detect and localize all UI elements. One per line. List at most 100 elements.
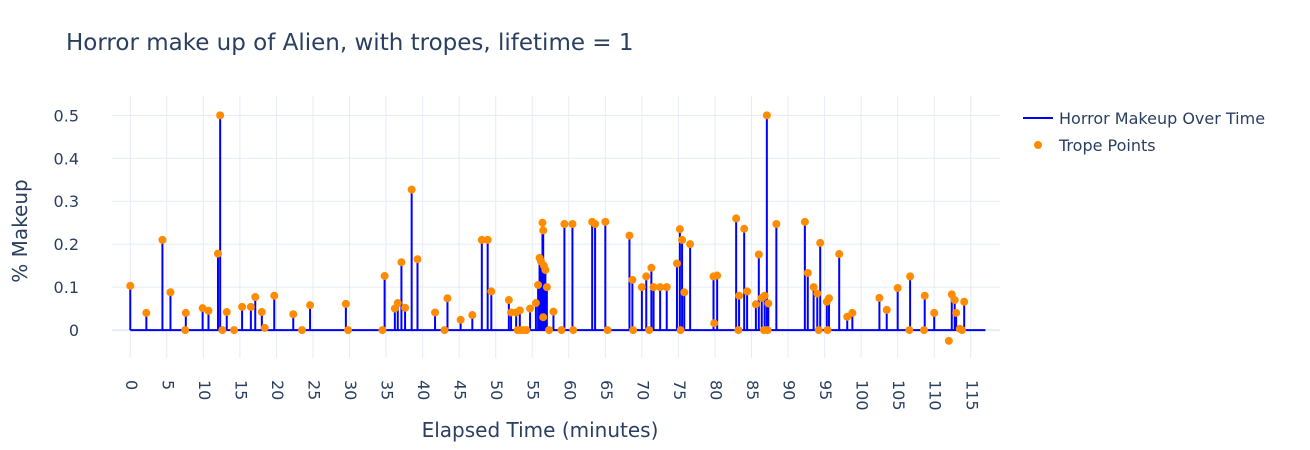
trope-point[interactable] <box>534 280 543 289</box>
trope-point[interactable] <box>835 250 844 259</box>
trope-point[interactable] <box>647 263 656 272</box>
trope-point[interactable] <box>642 272 651 281</box>
trope-point[interactable] <box>675 225 684 234</box>
trope-point[interactable] <box>204 306 213 315</box>
trope-point[interactable] <box>257 308 266 317</box>
trope-point[interactable] <box>678 235 687 244</box>
trope-point[interactable] <box>662 283 671 292</box>
trope-point[interactable] <box>222 308 231 317</box>
trope-point[interactable] <box>407 185 416 194</box>
trope-point[interactable] <box>710 319 719 328</box>
trope-point[interactable] <box>181 308 190 317</box>
trope-point[interactable] <box>483 235 492 244</box>
trope-point[interactable] <box>893 283 902 292</box>
trope-point[interactable] <box>672 259 681 268</box>
legend-label-points[interactable]: Trope Points <box>1058 136 1156 155</box>
trope-point[interactable] <box>468 311 477 320</box>
trope-point[interactable] <box>456 315 465 324</box>
trope-point[interactable] <box>401 303 410 312</box>
trope-point[interactable] <box>487 287 496 296</box>
trope-point[interactable] <box>823 326 832 335</box>
trope-point[interactable] <box>763 326 772 335</box>
trope-point[interactable] <box>531 299 540 308</box>
trope-point[interactable] <box>568 219 577 228</box>
trope-point[interactable] <box>306 301 315 310</box>
trope-point[interactable] <box>957 326 966 335</box>
trope-point[interactable] <box>603 326 612 335</box>
trope-point[interactable] <box>848 308 857 317</box>
trope-point[interactable] <box>764 299 773 308</box>
trope-point[interactable] <box>341 299 350 308</box>
trope-point[interactable] <box>230 326 239 335</box>
trope-point[interactable] <box>181 326 190 335</box>
trope-point[interactable] <box>126 281 135 290</box>
trope-point[interactable] <box>440 326 449 335</box>
trope-point[interactable] <box>591 219 600 228</box>
trope-point[interactable] <box>814 326 823 335</box>
trope-point[interactable] <box>397 258 406 267</box>
trope-point[interactable] <box>298 326 307 335</box>
trope-point[interactable] <box>238 302 247 311</box>
trope-point[interactable] <box>443 294 452 303</box>
trope-point[interactable] <box>569 326 578 335</box>
trope-point[interactable] <box>344 326 353 335</box>
trope-point[interactable] <box>645 326 654 335</box>
trope-point[interactable] <box>601 217 610 226</box>
trope-point[interactable] <box>166 288 175 297</box>
trope-point[interactable] <box>413 255 422 264</box>
trope-point[interactable] <box>813 289 822 298</box>
trope-point[interactable] <box>950 296 959 305</box>
trope-point[interactable] <box>686 240 695 249</box>
trope-point[interactable] <box>944 336 953 345</box>
trope-point[interactable] <box>477 235 486 244</box>
trope-point[interactable] <box>754 250 763 259</box>
trope-point[interactable] <box>732 214 741 223</box>
trope-point[interactable] <box>545 326 554 335</box>
trope-point[interactable] <box>216 111 225 120</box>
trope-point[interactable] <box>218 326 227 335</box>
trope-point[interactable] <box>380 271 389 280</box>
trope-point[interactable] <box>735 291 744 300</box>
trope-point[interactable] <box>919 326 928 335</box>
trope-point[interactable] <box>713 271 722 280</box>
trope-point[interactable] <box>539 313 548 322</box>
trope-point[interactable] <box>803 268 812 277</box>
trope-point[interactable] <box>800 217 809 226</box>
trope-point[interactable] <box>762 111 771 120</box>
trope-point[interactable] <box>538 218 547 227</box>
trope-point[interactable] <box>289 310 298 319</box>
trope-point[interactable] <box>504 296 513 305</box>
trope-point[interactable] <box>526 304 535 313</box>
trope-point[interactable] <box>751 300 760 309</box>
trope-point[interactable] <box>378 326 387 335</box>
trope-point[interactable] <box>824 294 833 303</box>
trope-point[interactable] <box>625 231 634 240</box>
trope-point[interactable] <box>905 326 914 335</box>
legend-label-line[interactable]: Horror Makeup Over Time <box>1059 109 1265 128</box>
trope-point[interactable] <box>960 297 969 306</box>
trope-point[interactable] <box>906 272 915 281</box>
trope-point[interactable] <box>875 293 884 302</box>
trope-point[interactable] <box>542 283 551 292</box>
trope-point[interactable] <box>393 299 402 308</box>
trope-point[interactable] <box>431 308 440 317</box>
trope-point[interactable] <box>743 287 752 296</box>
trope-point[interactable] <box>628 275 637 284</box>
trope-point[interactable] <box>656 283 665 292</box>
trope-point[interactable] <box>629 326 638 335</box>
trope-point[interactable] <box>539 226 548 235</box>
trope-point[interactable] <box>522 326 531 335</box>
trope-point[interactable] <box>920 291 929 300</box>
trope-point[interactable] <box>158 235 167 244</box>
trope-point[interactable] <box>760 291 769 300</box>
trope-point[interactable] <box>557 326 566 335</box>
trope-point[interactable] <box>772 219 781 228</box>
trope-point[interactable] <box>734 326 743 335</box>
trope-point[interactable] <box>541 265 550 274</box>
trope-point[interactable] <box>246 302 255 311</box>
trope-point[interactable] <box>680 288 689 297</box>
trope-point[interactable] <box>740 224 749 233</box>
trope-point[interactable] <box>930 308 939 317</box>
trope-point[interactable] <box>251 293 260 302</box>
trope-point[interactable] <box>515 306 524 315</box>
